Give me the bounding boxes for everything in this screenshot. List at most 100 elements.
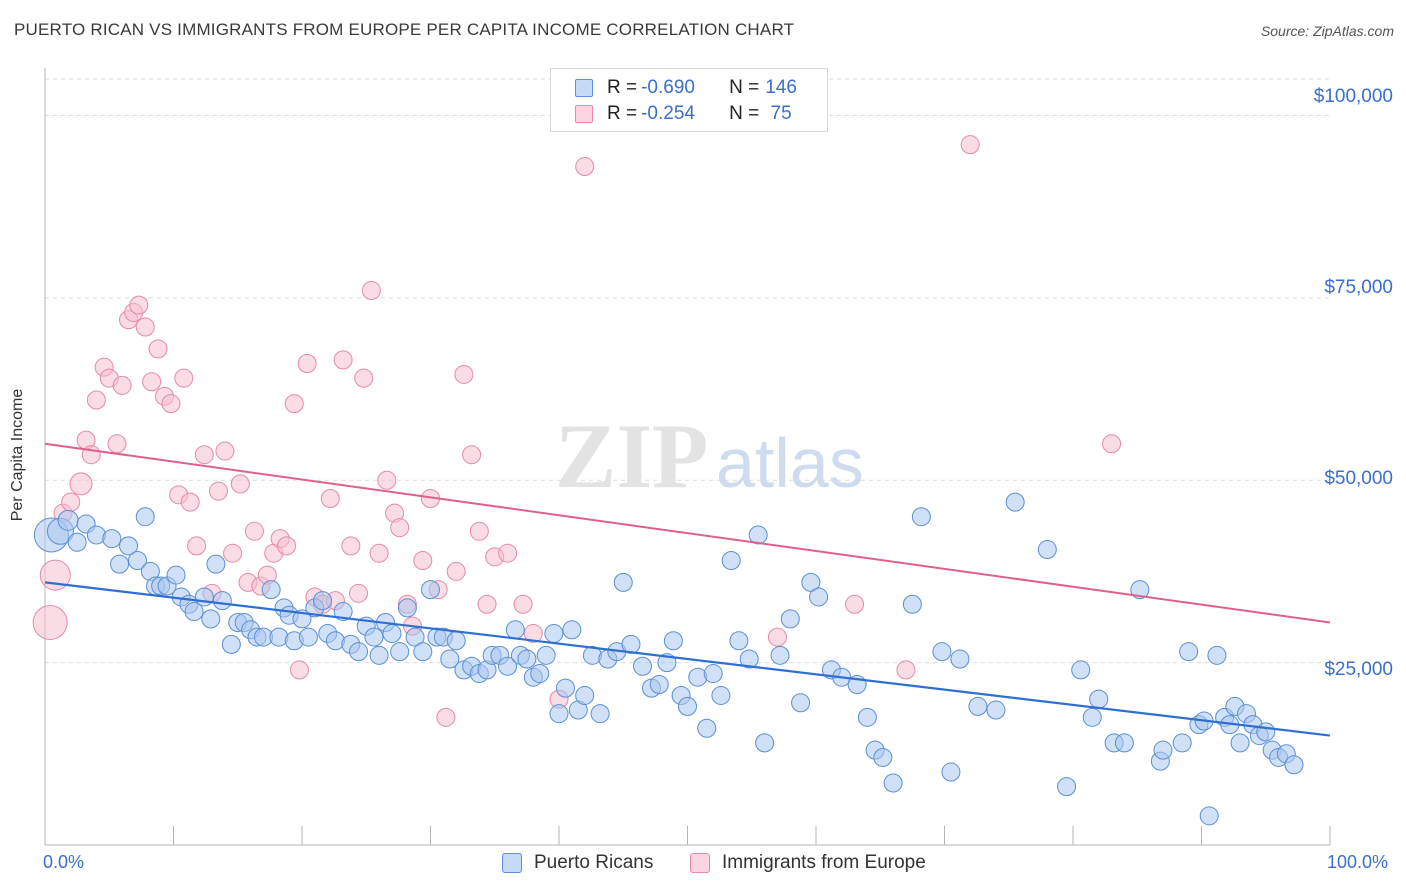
data-point [755, 733, 775, 753]
legend-n-value: 75 [765, 103, 792, 124]
data-point [86, 390, 106, 410]
data-point [896, 660, 916, 680]
data-point [194, 587, 214, 607]
data-point [968, 696, 988, 716]
data-point [454, 364, 474, 384]
data-point [498, 656, 518, 676]
data-point [678, 696, 697, 716]
watermark-atlas: atlas [716, 424, 864, 502]
data-point [298, 627, 318, 647]
legend-row-puerto-ricans: R = -0.690 N = 146 [575, 76, 797, 100]
data-point [67, 532, 87, 552]
data-point [289, 660, 309, 680]
data-point [390, 518, 410, 538]
data-point [230, 474, 250, 494]
data-point [621, 634, 641, 654]
data-point [215, 441, 235, 461]
data-point [313, 591, 333, 611]
legend-r-label: R = [607, 77, 638, 98]
data-point [575, 157, 595, 177]
data-point [1037, 540, 1057, 560]
series-legend-swatch-pink [690, 853, 710, 873]
data-point [883, 773, 903, 793]
data-point [69, 472, 93, 496]
data-point [413, 642, 433, 662]
data-point [711, 685, 731, 705]
data-point [1230, 733, 1250, 753]
data-point [223, 543, 243, 563]
data-point [148, 339, 168, 359]
series-legend-label: Immigrants from Europe [722, 852, 926, 873]
data-point [261, 580, 281, 600]
data-point [498, 543, 518, 563]
data-point [369, 645, 389, 665]
data-point [349, 642, 369, 662]
legend-swatch-pink [575, 105, 593, 123]
data-point [102, 529, 122, 549]
data-point [1071, 660, 1091, 680]
data-point [809, 587, 829, 607]
data-point [405, 627, 425, 647]
data-point [780, 609, 800, 629]
data-point [187, 536, 207, 556]
y-tick-label-50000: $50,000 [1324, 468, 1393, 489]
data-point [950, 649, 970, 669]
data-point [221, 634, 241, 654]
data-point [697, 718, 717, 738]
data-point [575, 685, 595, 705]
data-point [1082, 707, 1102, 727]
data-point [377, 470, 397, 490]
data-point [436, 707, 456, 727]
data-point [555, 678, 575, 698]
data-point [397, 598, 417, 618]
data-point [1207, 645, 1227, 665]
data-point [110, 554, 130, 574]
legend-row-immigrants-from-europe: R = -0.254 N = 75 [575, 102, 792, 126]
data-point [1256, 722, 1276, 742]
data-point [902, 594, 922, 614]
data-point [1179, 642, 1199, 662]
data-point [739, 649, 759, 669]
data-point [361, 281, 381, 301]
series-legend-immigrants: Immigrants from Europe [690, 852, 926, 874]
data-point [208, 481, 228, 501]
y-axis-label: Per Capita Income [9, 388, 26, 522]
data-point [128, 550, 148, 570]
data-point [1114, 733, 1134, 753]
data-point [166, 565, 186, 585]
data-point [57, 509, 79, 531]
gridlines [45, 78, 1330, 664]
data-point [590, 704, 610, 724]
data-point [184, 602, 204, 622]
data-point [32, 604, 68, 640]
data-point [1057, 777, 1077, 797]
data-point [544, 623, 564, 643]
data-point [960, 135, 980, 155]
data-point [633, 656, 653, 676]
data-point [382, 623, 402, 643]
data-point [119, 536, 139, 556]
data-point [341, 536, 361, 556]
data-point [135, 317, 155, 337]
data-point [446, 631, 466, 651]
data-point [349, 583, 369, 603]
data-point [129, 295, 149, 315]
data-point [873, 747, 893, 767]
data-point [729, 631, 749, 651]
data-point [1284, 755, 1304, 775]
data-point [941, 762, 961, 782]
data-point [845, 594, 865, 614]
trendline-puerto-ricans [44, 581, 1331, 737]
data-point [112, 375, 132, 395]
data-point [297, 354, 317, 374]
data-point [770, 645, 790, 665]
series-legend: Puerto Ricans Immigrants from Europe [0, 852, 1406, 878]
data-point [180, 492, 200, 512]
data-point [613, 572, 633, 592]
data-point [513, 594, 533, 614]
legend-r-value: -0.254 [641, 103, 695, 124]
x-tick-label-max: 100.0% [1327, 852, 1389, 872]
data-point [244, 521, 264, 541]
legend-r-label: R = [607, 103, 638, 124]
